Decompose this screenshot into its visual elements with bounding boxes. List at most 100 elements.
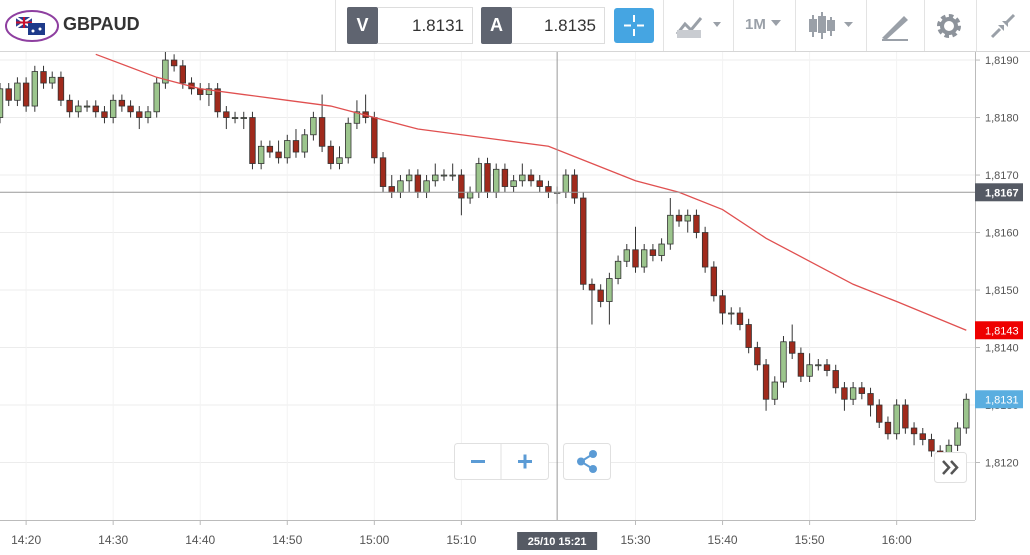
y-tick-label: 1,8120: [985, 458, 1019, 470]
candle-body: [606, 278, 613, 302]
candle-body: [789, 341, 796, 354]
candle: [371, 111, 378, 164]
candle-body: [588, 283, 596, 291]
candle: [823, 359, 831, 377]
candle: [728, 307, 735, 325]
candle: [719, 290, 726, 325]
candle: [466, 186, 474, 204]
candle-body: [701, 232, 709, 268]
candle-body: [658, 243, 665, 256]
candle: [693, 209, 700, 239]
candle-body: [519, 174, 526, 182]
candle-body: [405, 174, 413, 182]
candle-body: [745, 324, 752, 348]
candle-body: [31, 71, 39, 107]
candle: [893, 399, 900, 440]
y-tick-label: 1,8190: [985, 55, 1019, 67]
scroll-to-end-button[interactable]: [934, 452, 967, 483]
candle-body: [40, 71, 47, 84]
candle: [170, 54, 178, 72]
y-tick-label: 1,8160: [985, 228, 1019, 240]
ask-price[interactable]: 1.8135: [512, 7, 605, 44]
draw-button[interactable]: [880, 12, 910, 42]
zoom-in-button[interactable]: [518, 454, 532, 469]
candle-body: [223, 111, 230, 118]
candle-body: [257, 145, 265, 164]
candle: [440, 169, 448, 181]
x-tick-label: 15:30: [620, 533, 650, 547]
candle-body: [806, 364, 813, 377]
candle-body: [14, 82, 21, 101]
crosshair-button[interactable]: [614, 8, 654, 43]
candle-body: [641, 249, 648, 268]
candle-body: [397, 180, 404, 193]
candle: [266, 140, 274, 158]
candle-body: [301, 134, 308, 153]
separator: [663, 0, 664, 51]
candle-body: [632, 249, 639, 268]
candle: [501, 163, 509, 193]
candle-body: [353, 111, 361, 124]
candle-body: [928, 439, 935, 452]
candle-body: [849, 387, 857, 400]
candle: [327, 140, 334, 170]
x-tick-label: 15:50: [795, 533, 825, 547]
bid-price[interactable]: 1.8131: [378, 7, 473, 44]
candle: [606, 272, 613, 325]
candle-body: [127, 105, 134, 113]
candle: [127, 100, 134, 118]
candle: [22, 77, 30, 112]
candle-body: [240, 117, 247, 119]
candle: [423, 175, 430, 199]
bid-button[interactable]: V: [347, 7, 378, 44]
candle-body: [815, 364, 822, 367]
zoom-controls: [454, 443, 549, 480]
candle: [249, 111, 256, 170]
x-tick-label: 16:00: [882, 533, 912, 547]
y-tick-label: 1,8150: [985, 285, 1019, 297]
candle-body: [919, 433, 926, 440]
x-tick-label: 15:40: [708, 533, 738, 547]
candle-body: [327, 145, 334, 164]
y-tick-label: 1,8140: [985, 343, 1019, 355]
ask-button[interactable]: A: [481, 7, 512, 44]
candle: [162, 52, 169, 89]
candle-body: [83, 105, 91, 108]
price-axis-bg: [975, 52, 1030, 555]
y-tick-label: 1,8180: [985, 113, 1019, 125]
crosshair-price-box: [975, 183, 1023, 202]
candle-body: [693, 214, 700, 233]
share-button[interactable]: [563, 443, 611, 480]
candle: [83, 100, 91, 112]
candle: [745, 318, 752, 354]
candle: [815, 359, 822, 371]
collapse-button[interactable]: [988, 11, 1018, 41]
candle-body: [336, 157, 343, 164]
timeframe-button[interactable]: 1M: [745, 16, 766, 33]
settings-button[interactable]: [934, 11, 964, 41]
candle: [701, 226, 709, 273]
candle-body: [649, 249, 657, 256]
candle-body: [710, 266, 718, 297]
candle: [292, 129, 300, 158]
chart-type-button[interactable]: [675, 12, 725, 42]
candle: [318, 94, 326, 153]
candle: [675, 209, 683, 227]
candle-body: [162, 59, 169, 84]
candle-body: [310, 117, 317, 136]
candle: [928, 433, 935, 457]
candle-body: [884, 421, 892, 435]
candle-body: [571, 174, 578, 199]
crosshair-time-label: 25/10 15:21: [528, 536, 587, 548]
candle-type-button[interactable]: [808, 12, 858, 42]
candle: [632, 226, 639, 273]
crosshair-price-label: 1,8167: [985, 187, 1019, 199]
candle: [275, 140, 282, 164]
candle-body: [49, 76, 56, 84]
candle: [519, 163, 526, 187]
candle-body: [432, 174, 439, 182]
y-tick-label: 1,8170: [985, 170, 1019, 182]
candle-body: [101, 111, 108, 118]
candle: [449, 163, 456, 181]
candle-body: [527, 174, 535, 182]
